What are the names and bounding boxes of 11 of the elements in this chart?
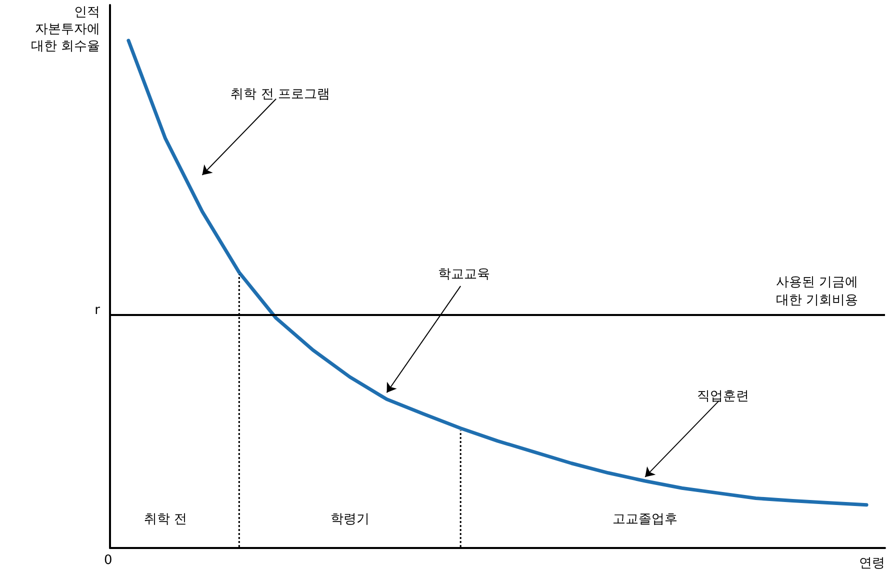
annotation: 취학 전 [144, 512, 187, 527]
text: r [94, 303, 101, 318]
x-axis-title: 연령 [859, 556, 885, 571]
annotation: 취학 전 프로그램 [230, 87, 330, 102]
ref-line-label: 사용된 기금에 대한 기회비용 [776, 275, 858, 308]
annotation: 직업훈련 [697, 389, 750, 404]
annotation: 학교교육 [438, 267, 490, 282]
annotation: 고교졸업후 [612, 512, 678, 527]
text: 0 [104, 553, 112, 568]
y-axis-title: 인적 자본투자에 대한 회수율 [30, 5, 100, 54]
annotation: 학령기 [330, 512, 370, 527]
